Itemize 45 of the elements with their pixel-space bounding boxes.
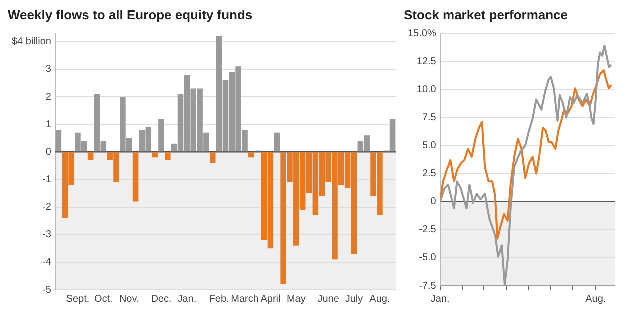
x-tick-label: June bbox=[318, 294, 340, 305]
y-tick-label: -2 bbox=[42, 202, 52, 214]
y-tick-label: 10.0 bbox=[416, 84, 437, 96]
x-tick-label: May bbox=[286, 294, 306, 305]
x-tick-label: Dec. bbox=[151, 294, 172, 305]
x-tick-label: Feb. bbox=[209, 294, 230, 305]
y-tick-label: 7.5 bbox=[422, 112, 437, 124]
bar bbox=[248, 152, 254, 158]
bar bbox=[210, 152, 216, 164]
y-tick-label: 12.5 bbox=[416, 56, 437, 68]
bar bbox=[56, 130, 62, 152]
y-tick-label: 1 bbox=[46, 119, 52, 130]
y-tick-label: 2 bbox=[46, 92, 52, 103]
x-tick-label: July bbox=[345, 294, 364, 305]
x-tick-label: Jan. bbox=[430, 294, 450, 305]
y-tick-label: -5.0 bbox=[419, 252, 437, 264]
x-tick-label: April bbox=[260, 294, 281, 305]
x-tick-label: Nov. bbox=[119, 294, 140, 305]
chart-title: Weekly flows to all Europe equity funds bbox=[8, 7, 253, 22]
y-tick-label: 5.0 bbox=[422, 140, 437, 152]
y-tick-label: -1 bbox=[42, 174, 52, 186]
bar bbox=[274, 132, 280, 152]
x-tick-label: March bbox=[231, 294, 259, 305]
x-tick-label: Sept. bbox=[66, 294, 90, 305]
x-tick-label: Jan. bbox=[178, 294, 197, 305]
y-tick-label: -4 bbox=[42, 257, 52, 268]
bar bbox=[132, 152, 139, 202]
y-tick-label: 2.5 bbox=[422, 168, 437, 180]
bar bbox=[158, 119, 164, 152]
x-tick-label: Aug. bbox=[586, 294, 606, 305]
bar bbox=[152, 152, 158, 158]
y-tick-label: 0 bbox=[430, 196, 437, 208]
y-tick-label: -7.5 bbox=[419, 280, 437, 292]
bar bbox=[165, 152, 171, 160]
y-tick-label: -3 bbox=[42, 230, 52, 241]
x-tick-label: Oct. bbox=[94, 294, 113, 305]
x-tick-label: Aug. bbox=[370, 294, 390, 305]
y-tick-label: $4 billion bbox=[12, 36, 52, 48]
y-tick-label: -2.5 bbox=[419, 224, 437, 236]
y-tick-label: 3 bbox=[46, 64, 52, 76]
bar bbox=[88, 152, 94, 160]
chart-title: Stock market performance bbox=[404, 7, 568, 22]
y-tick-label: 15.0% bbox=[408, 28, 436, 40]
y-tick-label: -5 bbox=[42, 284, 52, 296]
y-tick-label: 0 bbox=[46, 146, 52, 158]
